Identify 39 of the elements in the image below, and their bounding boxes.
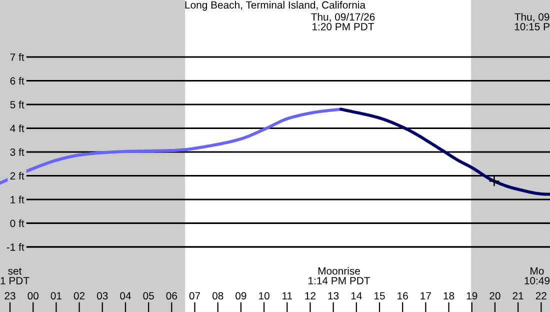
x-tick-label: 07 <box>189 292 200 300</box>
y-tick-label: 1 ft <box>10 196 24 204</box>
annotation: set 1 PDT <box>0 268 30 284</box>
annotation: Moonrise 1:14 PM PDT <box>308 267 370 284</box>
x-tick-label: 14 <box>351 292 362 300</box>
x-tick-label: 17 <box>420 292 431 300</box>
x-tick-label: 01 <box>50 292 62 300</box>
chart-title: Long Beach, Terminal Island, California <box>185 1 366 11</box>
x-tick-label: 15 <box>374 292 385 300</box>
x-tick-label: 08 <box>212 292 224 300</box>
y-tick-label: 7 ft <box>10 53 24 61</box>
x-tick-label: 13 <box>328 292 339 300</box>
annotation: Thu, 09/17/26 1:20 PM PDT <box>311 13 375 30</box>
x-tick-label: 00 <box>28 292 38 300</box>
y-tick-label: -1 ft <box>6 243 24 251</box>
x-tick-label: 20 <box>490 292 500 300</box>
x-tick-label: 12 <box>305 292 316 300</box>
x-tick-label: 03 <box>96 292 108 300</box>
x-tick-label: 11 <box>282 292 292 300</box>
x-tick-label: 05 <box>143 292 154 300</box>
y-tick-label: 4 ft <box>10 124 24 132</box>
x-tick-label: 04 <box>120 292 131 300</box>
x-tick-label: 18 <box>444 292 454 300</box>
x-tick-label: 21 <box>512 292 524 300</box>
y-tick-label: 6 ft <box>10 76 24 85</box>
y-tick-label: 2 ft <box>10 172 24 180</box>
x-tick-label: 19 <box>466 292 478 300</box>
x-tick-label: 10 <box>259 292 270 300</box>
annotation: Mo 10:49 <box>524 267 550 284</box>
x-tick-label: 02 <box>74 292 85 300</box>
x-tick-label: 06 <box>166 292 177 300</box>
x-tick-label: 09 <box>236 292 246 300</box>
x-tick-label: 22 <box>536 292 546 300</box>
y-tick-label: 0 ft <box>10 219 24 228</box>
x-tick-label: 23 <box>4 292 16 300</box>
x-tick-label: 16 <box>398 292 408 300</box>
y-tick-label: 5 ft <box>10 100 24 108</box>
annotation: Thu, 09 10:15 P <box>514 13 550 30</box>
y-tick-label: 3 ft <box>10 148 24 156</box>
